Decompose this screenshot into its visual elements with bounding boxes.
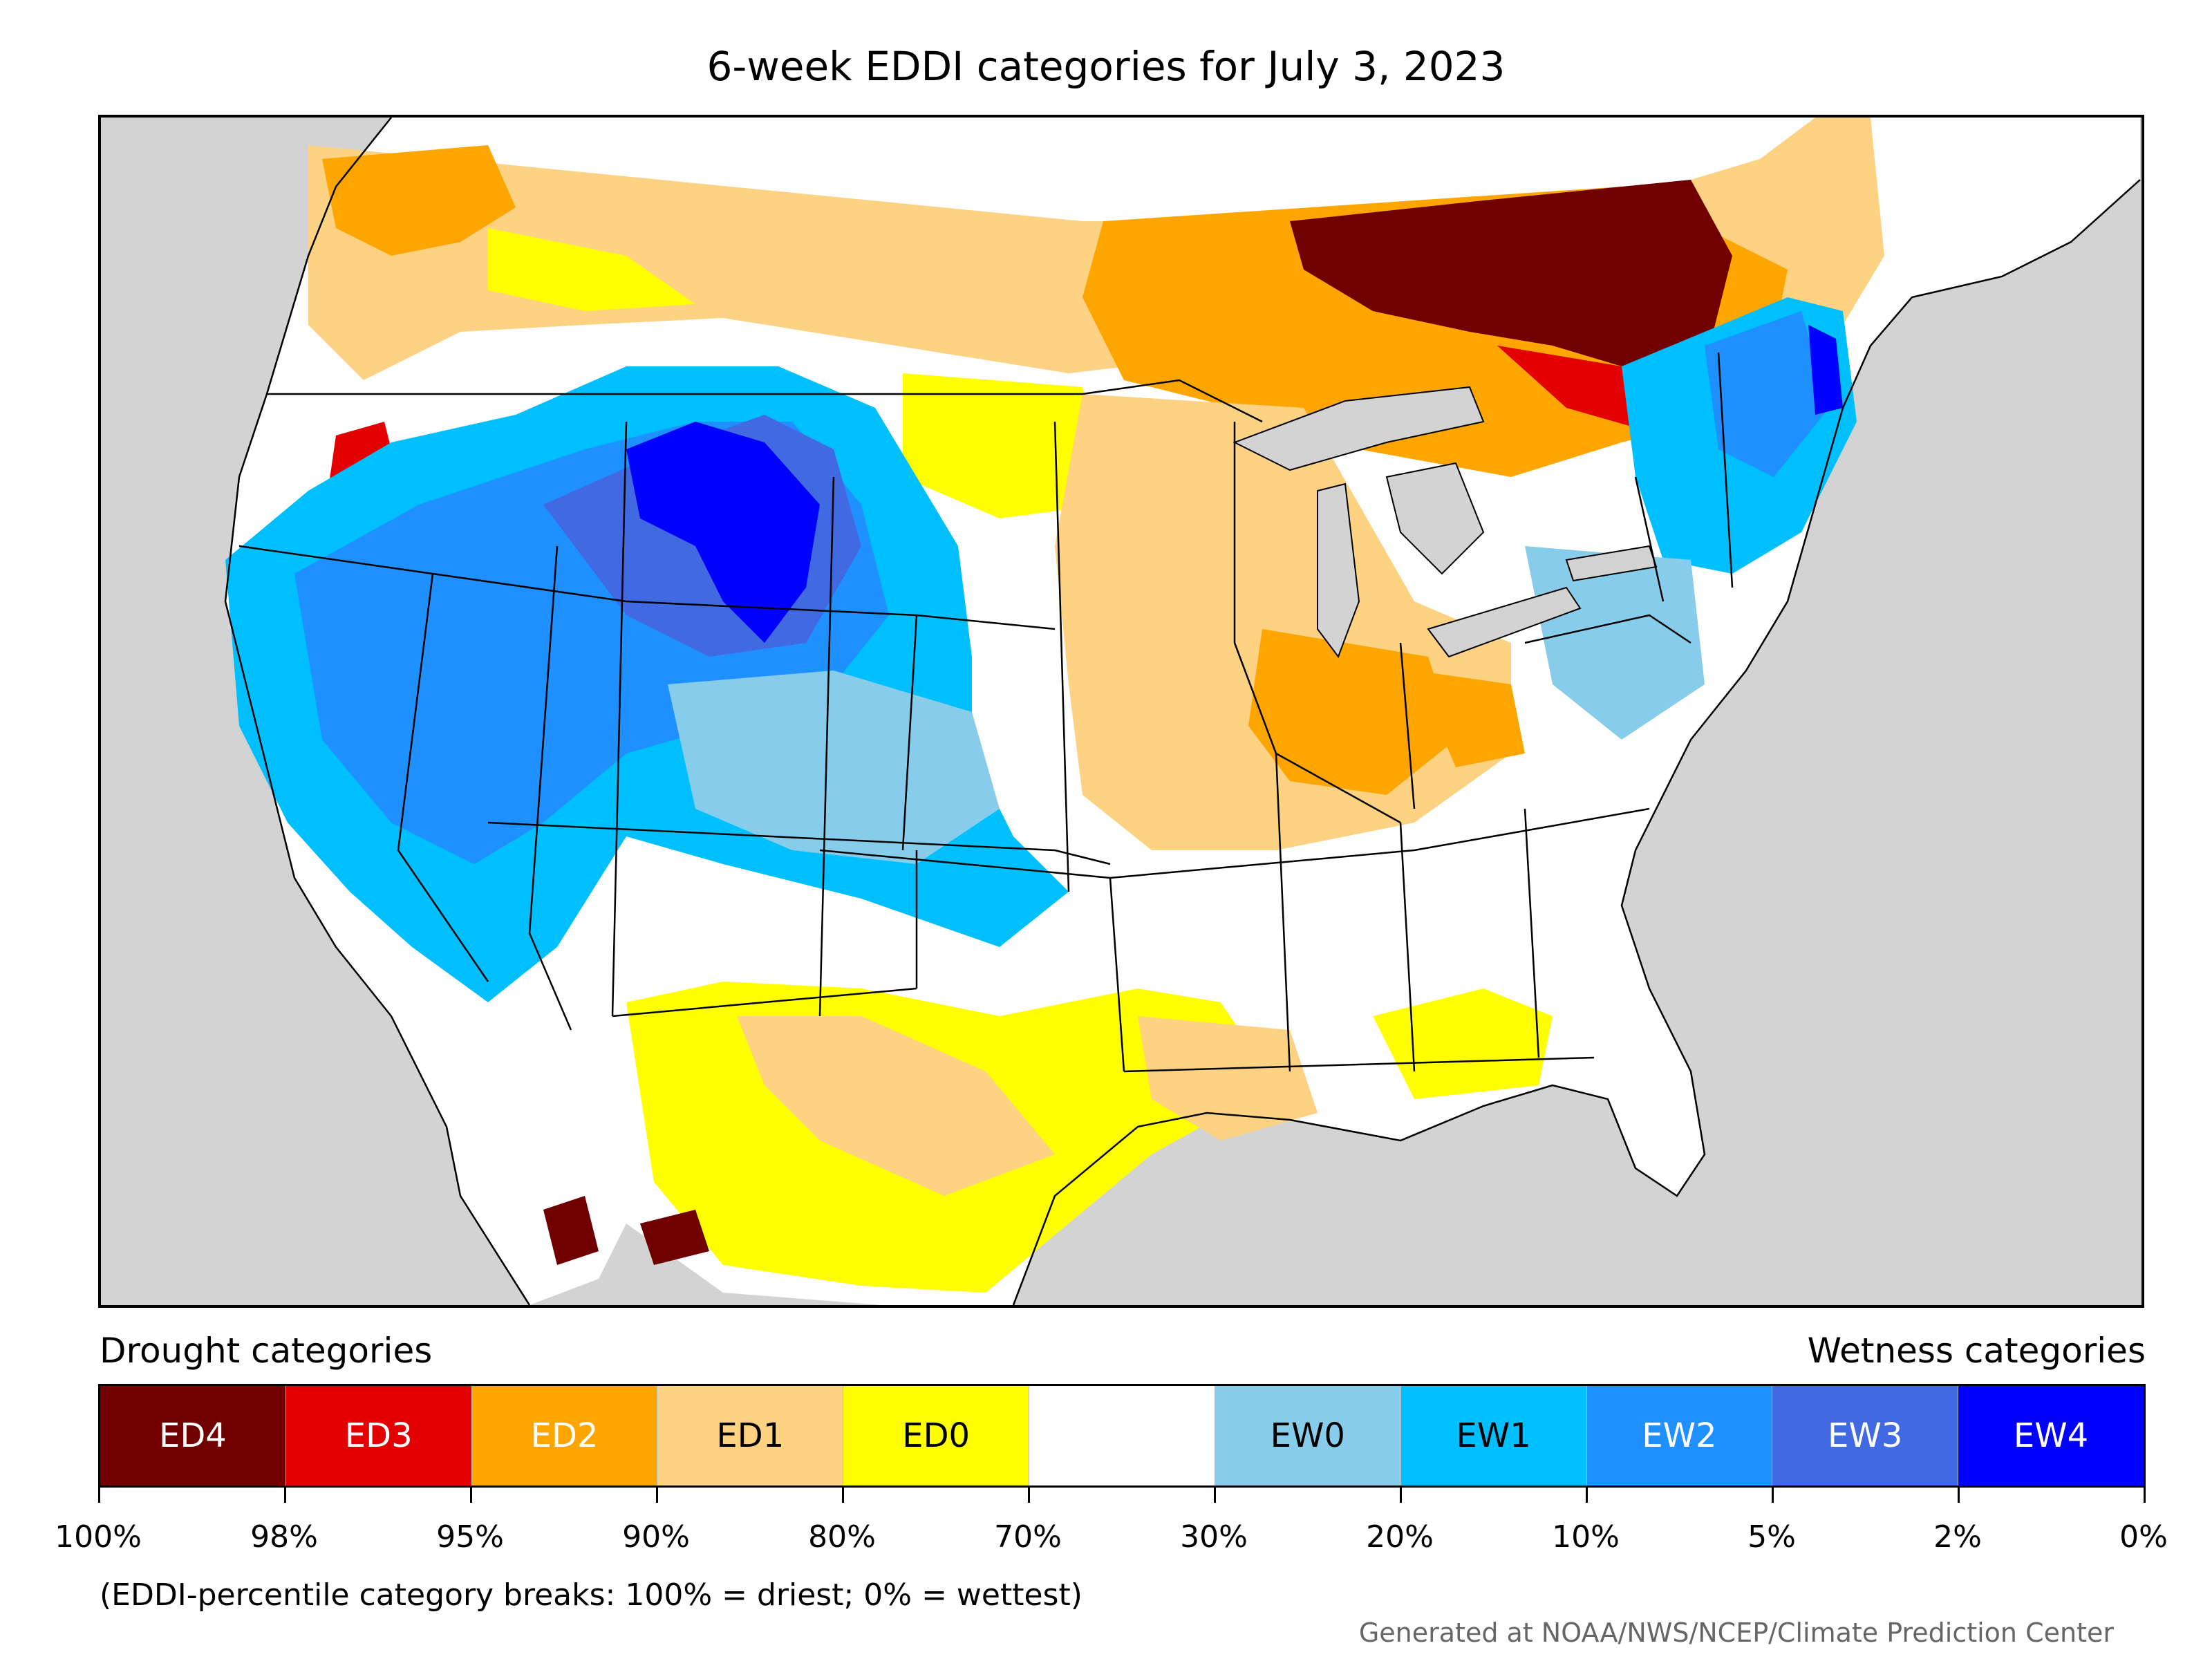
lake-superior: [1232, 386, 1485, 471]
indiana-ed2: [1414, 671, 1525, 767]
tick-label: 10%: [1552, 1519, 1620, 1555]
legend-swatch-ed4: ED4: [100, 1386, 286, 1485]
tick-label: 0%: [2119, 1519, 2168, 1555]
legend-swatch-ed3: ED3: [285, 1386, 472, 1485]
northwest-ed2: [322, 145, 516, 256]
wetness-categories-heading: Wetness categories: [1807, 1331, 2146, 1371]
tick-label: 5%: [1747, 1519, 1796, 1555]
tick-mark: [470, 1488, 472, 1503]
eddi-map: [98, 115, 2144, 1308]
legend-swatch-ed0: ED0: [843, 1386, 1030, 1485]
tick-mark: [1214, 1488, 1216, 1503]
tick-label: 90%: [622, 1519, 690, 1555]
legend-swatch-neutral: [1029, 1386, 1215, 1485]
dakota-ed0-patch: [903, 373, 1103, 518]
tick-mark: [2144, 1488, 2146, 1503]
drought-categories-heading: Drought categories: [100, 1331, 433, 1371]
tick-label: 95%: [436, 1519, 504, 1555]
tick-label: 30%: [1180, 1519, 1248, 1555]
tick-label: 2%: [1933, 1519, 1982, 1555]
legend-swatch-ew2: EW2: [1586, 1386, 1773, 1485]
coastline: [224, 118, 531, 1305]
tick-mark: [98, 1488, 100, 1503]
texas-ed1: [737, 1016, 1055, 1196]
tick-mark: [1958, 1488, 1960, 1503]
tick-mark: [1772, 1488, 1774, 1503]
gulf-coastline: [1012, 179, 2141, 1305]
category-colorbar: ED4 ED3 ED2 ED1 ED0 EW0 EW1 EW2 EW3 EW4: [98, 1384, 2146, 1488]
illinois-ed2: [1248, 629, 1456, 795]
legend-swatch-ew0: EW0: [1215, 1386, 1401, 1485]
legend-swatch-ed1: ED1: [657, 1386, 844, 1485]
lake-erie: [1427, 586, 1582, 658]
tick-mark: [1586, 1488, 1588, 1503]
colorado-ew0: [668, 671, 1000, 864]
map-title: 6-week EDDI categories for July 3, 2023: [706, 43, 1506, 90]
tick-mark: [842, 1488, 844, 1503]
new-england-ew2: [1705, 311, 1829, 477]
tick-label: 80%: [808, 1519, 876, 1555]
legend-swatch-ew3: EW3: [1772, 1386, 1959, 1485]
tick-mark: [1400, 1488, 1402, 1503]
mexico-ed4: [640, 1210, 709, 1265]
tick-mark: [284, 1488, 286, 1503]
tick-label: 70%: [994, 1519, 1062, 1555]
ontario-ed4-core: [1290, 180, 1732, 366]
lake-michigan: [1317, 482, 1360, 659]
credit-line: Generated at NOAA/NWS/NCEP/Climate Predi…: [1358, 1618, 2114, 1648]
state-boundaries: [238, 352, 1734, 1073]
tick-label: 98%: [250, 1519, 318, 1555]
category-breaks-note: (EDDI-percentile category breaks: 100% =…: [100, 1577, 1082, 1613]
legend-swatch-ed2: ED2: [471, 1386, 658, 1485]
wyoming-ew4: [626, 422, 820, 643]
tick-mark: [1028, 1488, 1030, 1503]
maine-ew4: [1808, 325, 1843, 415]
legend-swatch-ew1: EW1: [1400, 1386, 1587, 1485]
southeast-ed0: [1373, 988, 1553, 1099]
tick-label: 20%: [1366, 1519, 1434, 1555]
north-ed0-patch: [488, 228, 695, 311]
tick-label: 100%: [55, 1519, 142, 1555]
baja-ed4: [543, 1196, 599, 1265]
tick-mark: [656, 1488, 658, 1503]
louisiana-ed1: [1138, 1016, 1318, 1141]
legend-swatch-ew4: EW4: [1958, 1386, 2144, 1485]
percentile-ticks: 100% 98% 95% 90% 80% 70% 30% 20% 10% 5% 2% 0%: [0, 1488, 2212, 1571]
lake-huron: [1385, 462, 1485, 575]
